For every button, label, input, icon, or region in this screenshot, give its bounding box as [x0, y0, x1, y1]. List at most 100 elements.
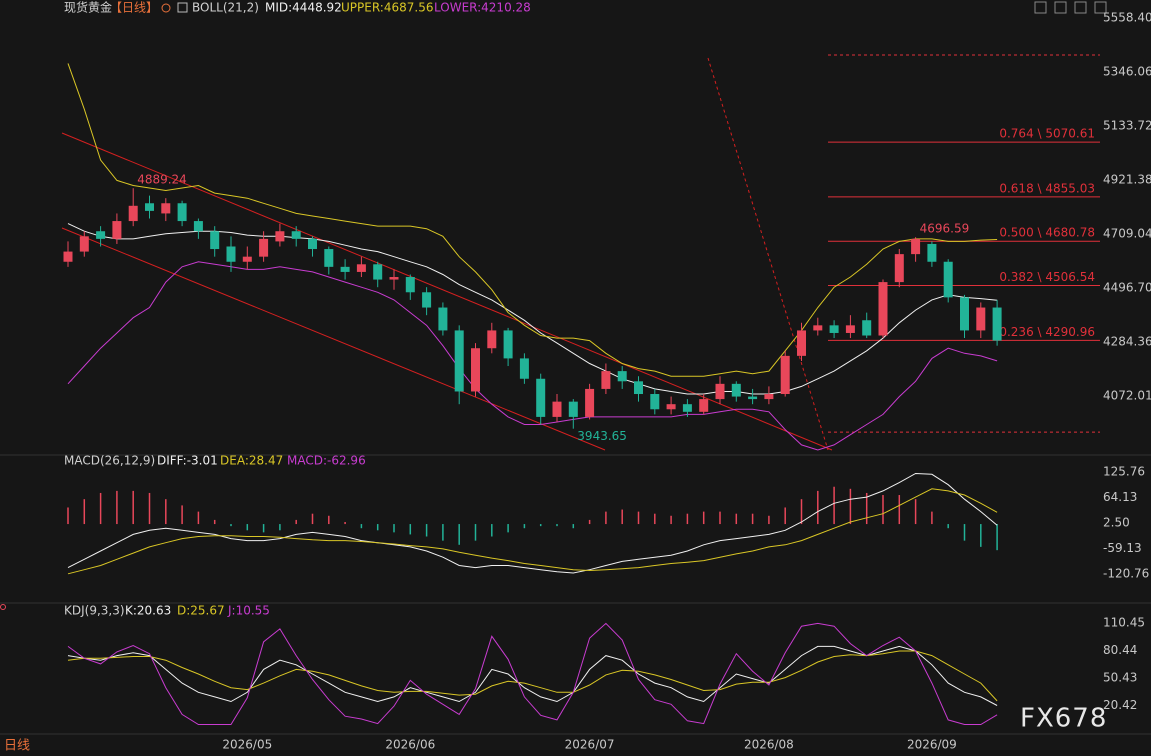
candle-body — [308, 238, 317, 250]
legend-entry: LOWER:4210.28 — [434, 1, 531, 15]
y-tick-label: 4072.01 — [1103, 389, 1151, 403]
legend-entry: DEA:28.47 — [220, 454, 283, 468]
candle-body — [405, 277, 415, 293]
control-icon[interactable] — [1094, 1, 1107, 14]
candle-body — [682, 404, 692, 412]
candle-body — [96, 231, 106, 239]
candle-body — [389, 277, 399, 280]
fib-label: 0.500 \ 4680.78 — [999, 226, 1095, 240]
price-annotation: 4696.59 — [920, 222, 970, 236]
candle-body — [503, 330, 513, 359]
legend-entry: K:20.63 — [125, 604, 171, 618]
fib-label: 0.764 \ 5070.61 — [999, 127, 1095, 141]
trend-line — [61, 227, 606, 451]
x-tick-label: 2026/05 — [222, 738, 272, 752]
candle-body — [161, 203, 171, 214]
candle-body — [780, 355, 790, 395]
y-tick-label: 50.43 — [1103, 671, 1137, 685]
fib-label: 0.382 \ 4506.54 — [999, 270, 1095, 284]
candle-body — [829, 325, 839, 333]
candle-body — [862, 320, 872, 336]
candle-body — [617, 371, 627, 382]
candle-body — [634, 381, 643, 395]
control-icon[interactable] — [1054, 1, 1067, 14]
indicator-line — [67, 472, 998, 574]
trend-line — [707, 57, 829, 451]
y-tick-label: 20.42 — [1103, 698, 1137, 712]
candle-body — [340, 266, 350, 272]
indicator-line — [67, 645, 998, 706]
candle-body — [373, 264, 383, 280]
candle-body — [650, 394, 660, 410]
price-annotation: 4889.24 — [137, 173, 187, 187]
candle-body — [666, 404, 676, 410]
candle-body — [731, 383, 741, 397]
y-tick-label: -59.13 — [1103, 541, 1142, 555]
candle-body — [291, 231, 301, 239]
y-tick-label: 5558.40 — [1103, 11, 1151, 25]
indicator-name: BOLL(21,2) — [192, 1, 259, 15]
y-tick-label: 4284.36 — [1103, 335, 1151, 349]
watermark: FX678 — [1020, 704, 1107, 734]
candle-body — [878, 282, 888, 336]
y-tick-label: 5346.06 — [1103, 65, 1151, 79]
indicator-line — [67, 488, 998, 575]
y-tick-label: 4496.70 — [1103, 281, 1151, 295]
period-label[interactable]: 日线 — [4, 739, 30, 754]
control-icon[interactable] — [1034, 1, 1047, 14]
candle-body — [911, 238, 921, 255]
candle-body — [601, 371, 611, 389]
legend-entry: MID:4448.92 — [265, 1, 342, 15]
candle-body — [193, 221, 203, 232]
period[interactable]: 【日线】 — [110, 1, 158, 15]
legend-entry: J:10.55 — [227, 604, 270, 618]
y-tick-label: 2.50 — [1103, 516, 1130, 530]
candle-body — [552, 401, 562, 417]
add-icon[interactable] — [161, 3, 171, 13]
macd-title: MACD(26,12,9) — [64, 454, 155, 468]
indicator-icon[interactable] — [177, 2, 188, 13]
candle-body — [226, 246, 236, 262]
window-controls — [1034, 1, 1107, 14]
candle-body — [275, 231, 285, 242]
candle-body — [927, 243, 937, 262]
candle-body — [519, 358, 529, 379]
y-tick-label: 4709.04 — [1103, 227, 1151, 241]
candle-body — [699, 399, 709, 412]
candle-body — [128, 205, 138, 222]
pane-marker — [0, 604, 6, 610]
candle-body — [748, 396, 758, 400]
candle-body — [210, 231, 220, 250]
candle-body — [976, 307, 986, 331]
legend-entry: DIFF:-3.01 — [157, 454, 218, 468]
candle-body — [943, 261, 953, 298]
candle-body — [536, 378, 546, 417]
candle-body — [63, 251, 73, 262]
candle-body — [454, 330, 464, 392]
indicator-line — [67, 650, 998, 702]
legend-entry: UPPER:4687.56 — [341, 1, 433, 15]
indicator-line — [67, 261, 998, 451]
candle-body — [422, 292, 432, 308]
y-tick-label: 5133.72 — [1103, 119, 1151, 133]
y-tick-label: 4921.38 — [1103, 173, 1151, 187]
candle-body — [79, 236, 89, 252]
control-icon[interactable] — [1074, 1, 1087, 14]
candle-body — [764, 394, 774, 400]
y-tick-label: 80.44 — [1103, 643, 1137, 657]
candle-body — [145, 203, 154, 211]
candle-body — [324, 249, 334, 267]
candle-body — [259, 238, 269, 257]
candle-body — [715, 383, 725, 400]
indicator-line — [67, 223, 998, 395]
legend-entry: MACD:-62.96 — [287, 454, 366, 468]
legend-entry: D:25.67 — [177, 604, 225, 618]
indicator-line — [67, 622, 998, 725]
candle-body — [487, 330, 497, 349]
candle-body — [813, 325, 823, 331]
candle-body — [356, 264, 366, 272]
candle-body — [585, 388, 595, 417]
fib-label: 0.236 \ 4290.96 — [999, 325, 1095, 339]
candle-body — [242, 256, 252, 262]
